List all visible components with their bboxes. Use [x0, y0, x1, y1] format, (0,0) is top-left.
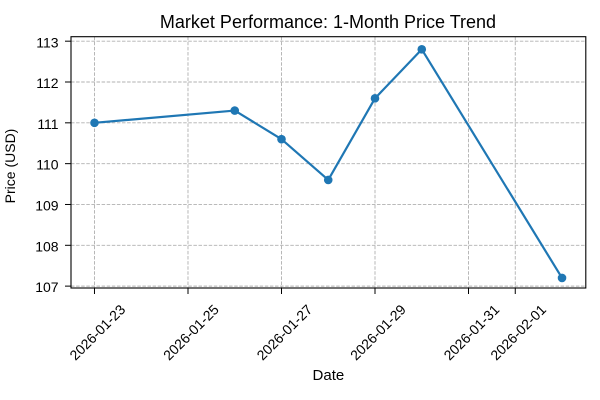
svg-text:Date: Date — [313, 367, 345, 384]
svg-text:113: 113 — [36, 34, 59, 50]
svg-text:111: 111 — [37, 116, 58, 132]
svg-text:107: 107 — [35, 279, 59, 295]
svg-text:108: 108 — [35, 238, 59, 254]
svg-text:112: 112 — [36, 75, 59, 91]
svg-text:109: 109 — [35, 198, 59, 214]
svg-text:Market Performance: 1-Month Pr: Market Performance: 1-Month Price Trend — [160, 12, 496, 32]
svg-text:Price (USD): Price (USD) — [2, 129, 18, 204]
svg-text:110: 110 — [36, 157, 59, 173]
